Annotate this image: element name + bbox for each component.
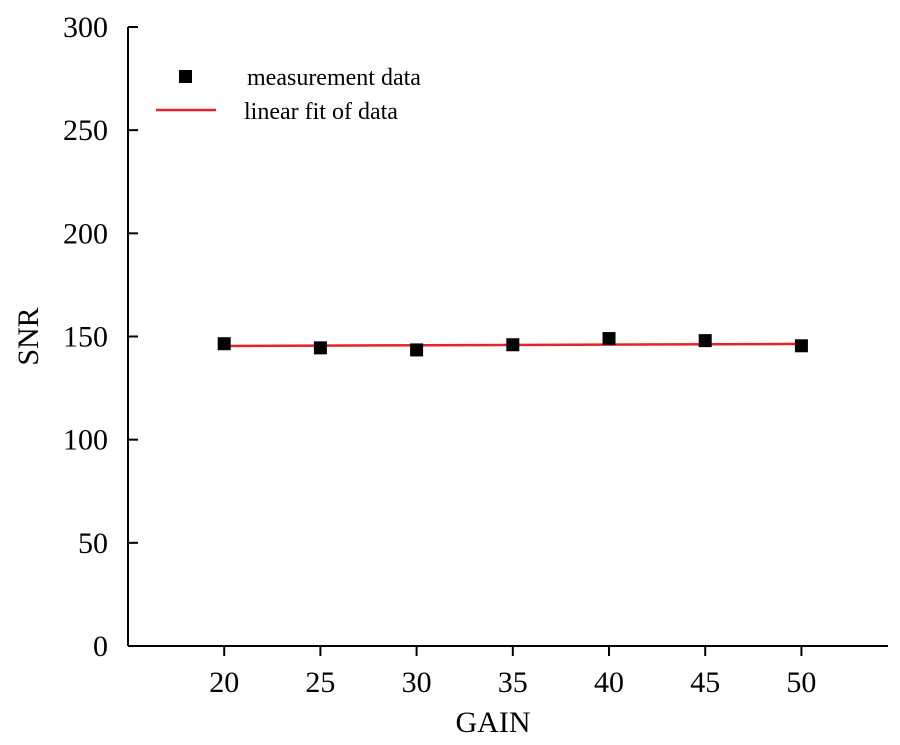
y-tick-label: 250 [63,114,108,147]
data-point [313,341,327,355]
x-tick-label: 30 [402,666,432,699]
data-point [794,339,808,353]
x-tick-label: 35 [498,666,528,699]
x-tick-label: 40 [594,666,624,699]
y-tick-label: 0 [93,630,108,663]
x-axis-title: GAIN [456,706,531,739]
legend: measurement data linear fit of data [156,65,421,125]
data-point [698,334,712,348]
legend-label-measurement: measurement data [247,65,421,91]
plot-series [217,332,808,357]
data-point [506,338,520,352]
y-tick-label: 200 [63,217,108,250]
data-point [410,343,424,357]
y-tick-label: 150 [63,321,108,354]
axes [127,27,888,647]
data-point [217,337,231,351]
x-tick-label: 25 [305,666,335,699]
legend-label-fit: linear fit of data [244,99,398,125]
data-point [602,332,616,346]
y-axis-title: SNR [12,307,45,365]
x-ticks: 20 25 30 35 40 45 50 [209,646,816,699]
x-tick-label: 50 [786,666,816,699]
y-tick-label: 100 [63,424,108,457]
x-tick-label: 45 [690,666,720,699]
y-ticks: 0 50 100 150 200 250 300 [63,11,138,663]
y-tick-label: 300 [63,11,108,44]
legend-marker-measurement [179,70,192,83]
x-tick-label: 20 [209,666,239,699]
y-tick-label: 50 [78,527,108,560]
